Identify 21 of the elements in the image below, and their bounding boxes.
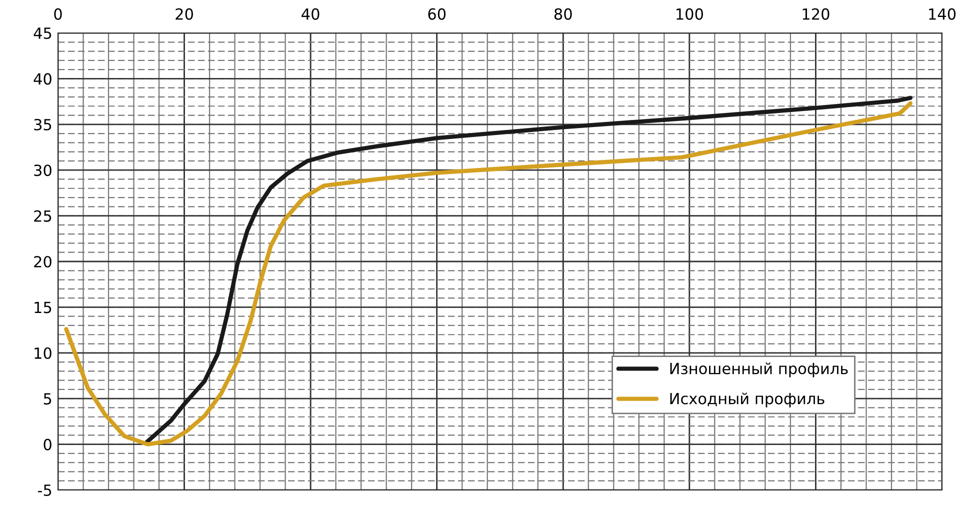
x-tick-label: 80 — [554, 8, 572, 20]
x-tick-label: 40 — [302, 8, 320, 20]
y-tick-label: 5 — [44, 393, 52, 405]
x-tick-label: 100 — [676, 8, 703, 20]
x-tick-label: 60 — [428, 8, 446, 20]
y-tick-label: -5 — [38, 484, 52, 496]
y-tick-label: 25 — [34, 210, 52, 222]
x-tick-label: 0 — [54, 8, 62, 20]
x-tick-label: 120 — [802, 8, 830, 20]
y-tick-label: 35 — [34, 118, 52, 130]
x-tick-label: 20 — [176, 8, 193, 20]
y-tick-label: 30 — [34, 164, 52, 176]
y-tick-label: 45 — [34, 28, 52, 40]
y-tick-label: 10 — [34, 347, 52, 359]
y-tick-label: 0 — [44, 438, 52, 450]
y-tick-label: 40 — [34, 73, 52, 85]
legend-label: Изношенный профиль — [670, 362, 848, 378]
y-tick-label: 15 — [34, 302, 52, 314]
y-tick-label: 20 — [34, 256, 52, 268]
x-tick-label: 140 — [929, 8, 956, 20]
legend-label: Исходный профиль — [670, 392, 824, 408]
